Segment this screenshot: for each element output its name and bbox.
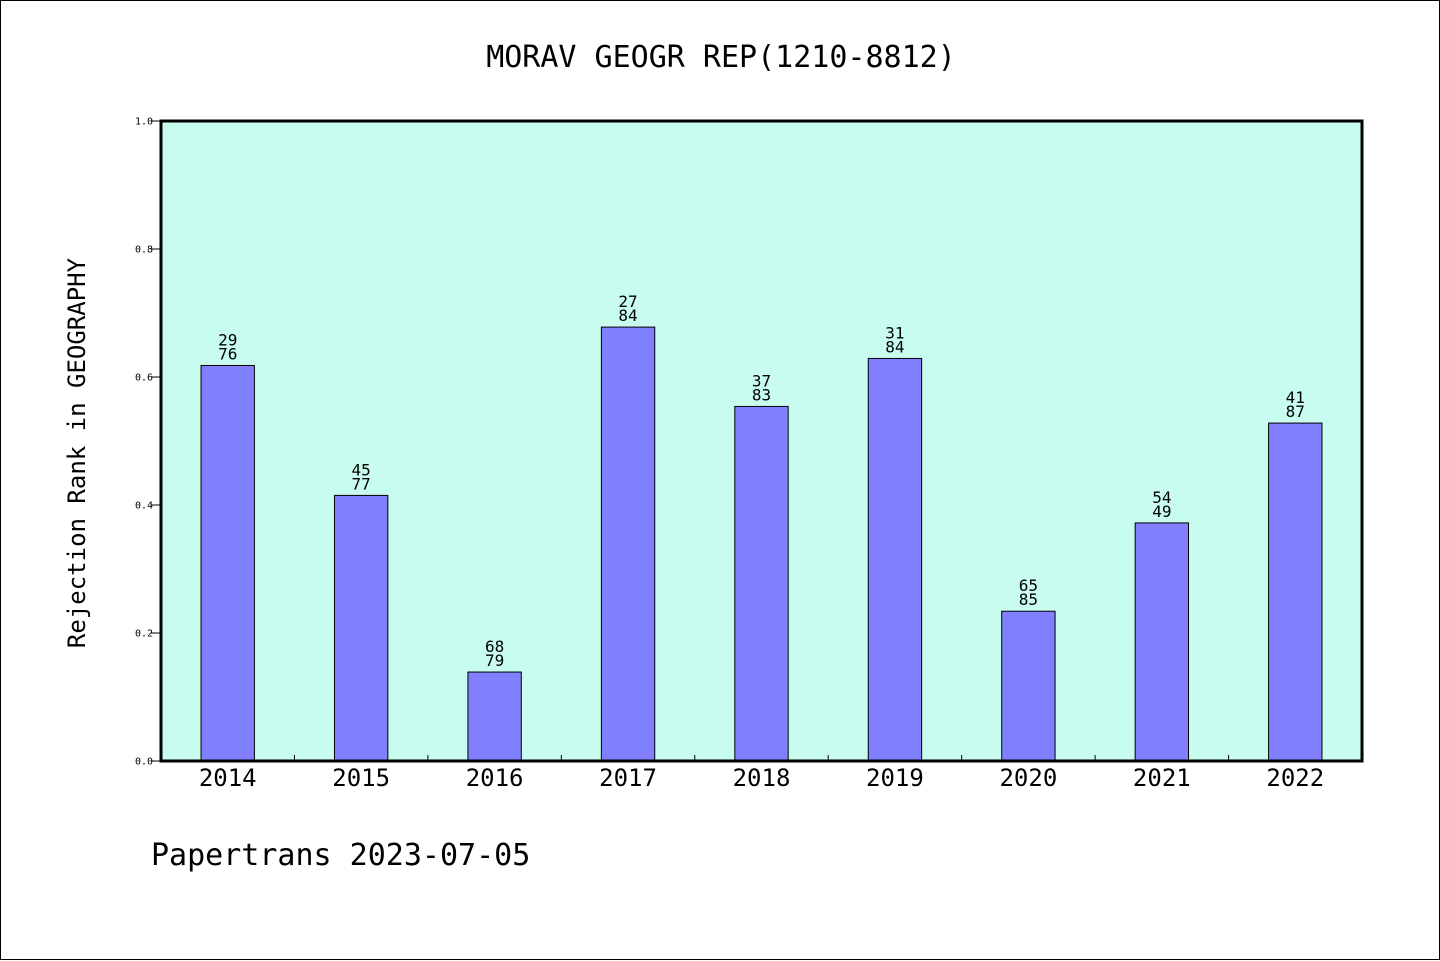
bar-label-bottom: 83 (752, 385, 771, 404)
bar (867, 357, 923, 762)
bar (734, 405, 789, 762)
y-tick-label: 0.8 (135, 245, 153, 256)
bars-group (200, 326, 1323, 762)
x-tick-label: 2014 (199, 764, 257, 792)
y-tick-label: 0.0 (135, 757, 153, 768)
bar (1134, 522, 1190, 762)
x-tick-label: 2022 (1266, 764, 1324, 792)
x-axis-ticks: 2014 2015 2016 2017 2018 2019 2020 2021 2022 (199, 755, 1324, 792)
y-tick-label: 0.2 (135, 629, 153, 640)
bar (1001, 610, 1056, 762)
bar-label-bottom: 84 (885, 337, 904, 356)
plot-border (159, 119, 1364, 763)
bar-label-bottom: 77 (352, 474, 371, 493)
bar (200, 364, 255, 762)
bar-label-top: 27 (618, 292, 637, 311)
y-axis-ticks: 0.0 0.2 0.4 0.6 0.8 1.0 (135, 117, 161, 768)
bar-label-top: 29 (218, 330, 237, 349)
bar (333, 494, 389, 762)
bar-label-bottom: 84 (618, 306, 637, 325)
bar-label-bottom: 76 (218, 344, 237, 363)
bar-label-top: 37 (752, 371, 771, 390)
bar-label-bottom: 85 (1019, 590, 1038, 609)
bar-label-bottom: 79 (485, 651, 504, 670)
y-axis-label: Rejection Rank in GEOGRAPHY (63, 257, 91, 648)
bar (1268, 422, 1323, 762)
bar-label-bottom: 87 (1286, 402, 1305, 421)
x-tick-label: 2019 (866, 764, 924, 792)
bar-label-top: 54 (1152, 488, 1171, 507)
x-tick-label: 2016 (466, 764, 524, 792)
x-tick-label: 2020 (999, 764, 1057, 792)
bar-label-top: 68 (485, 637, 504, 656)
bar-label-bottom: 49 (1152, 502, 1171, 521)
bar-label-top: 41 (1286, 388, 1305, 407)
y-tick-label: 1.0 (135, 117, 153, 128)
bar (467, 671, 522, 762)
footer-text: Papertrans 2023-07-05 (151, 838, 530, 873)
x-tick-label: 2018 (733, 764, 791, 792)
bar-label-top: 65 (1019, 576, 1038, 595)
y-tick-label: 0.6 (135, 373, 153, 384)
bar-label-top: 45 (352, 460, 371, 479)
x-tick-label: 2021 (1133, 764, 1191, 792)
chart-title: MORAV GEOGR REP(1210-8812) (486, 40, 956, 75)
bar (600, 326, 656, 762)
x-tick-label: 2015 (332, 764, 390, 792)
bar-label-top: 31 (885, 323, 904, 342)
x-tick-label: 2017 (599, 764, 657, 792)
y-tick-label: 0.4 (135, 501, 153, 512)
